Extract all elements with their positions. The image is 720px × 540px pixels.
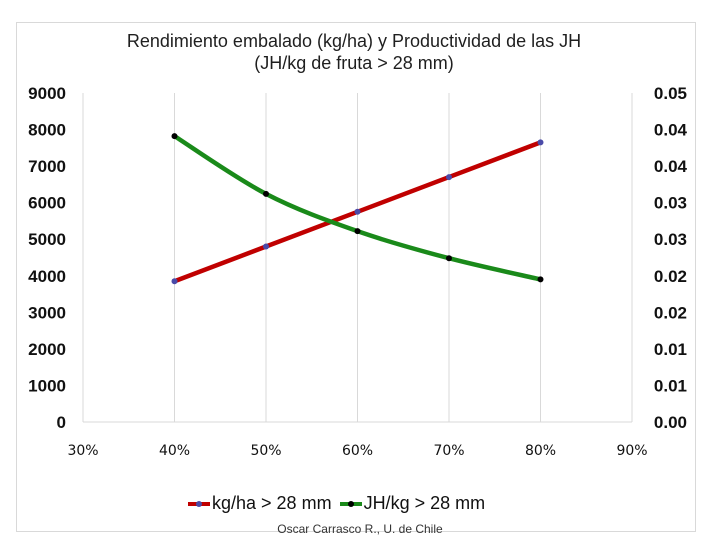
data-point-jh-kg (446, 255, 452, 262)
y-left-tick-label: 2000 (28, 340, 66, 359)
y-right-tick-label: 0.04 (654, 157, 688, 176)
y-left-tick-label: 6000 (28, 194, 66, 213)
y-left-tick-label: 9000 (28, 84, 66, 103)
x-tick-label: 40% (159, 443, 190, 459)
legend-item-jh-kg: JH/kg > 28 mm (339, 493, 486, 514)
chart-frame (16, 22, 696, 532)
y-left-tick-label: 4000 (28, 267, 66, 286)
data-point-kg-ha (354, 208, 361, 215)
legend-swatch-kg-ha (188, 497, 210, 511)
legend-label-kg-ha: kg/ha > 28 mm (212, 493, 332, 513)
y-left-tick-label: 3000 (28, 303, 66, 322)
y-right-tick-label: 0.02 (654, 303, 687, 322)
data-point-kg-ha (537, 139, 544, 146)
credit-text: Oscar Carrasco R., U. de Chile (277, 522, 443, 536)
legend: kg/ha > 28 mm JH/kg > 28 mm (188, 493, 493, 514)
x-tick-label: 50% (250, 443, 281, 459)
chart-title-line1: Rendimiento embalado (kg/ha) y Productiv… (126, 31, 582, 51)
chart-title: Rendimiento embalado (kg/ha) y Productiv… (0, 30, 708, 74)
y-right-tick-label: 0.03 (654, 230, 687, 249)
y-right-tick-label: 0.03 (654, 194, 687, 213)
data-point-jh-kg (537, 276, 544, 283)
data-point-kg-ha (171, 278, 178, 285)
y-right-tick-label: 0.02 (654, 267, 687, 286)
y-right-tick-label: 0.05 (654, 84, 687, 103)
data-point-jh-kg (263, 190, 269, 197)
x-tick-label: 70% (433, 443, 464, 459)
y-left-tick-label: 8000 (28, 121, 66, 140)
y-left-tick-label: 7000 (28, 157, 66, 176)
legend-swatch-jh-kg (339, 497, 362, 511)
data-point-kg-ha (263, 243, 269, 250)
y-right-tick-label: 0.00 (654, 413, 687, 432)
y-left-tick-label: 5000 (28, 230, 66, 249)
data-point-jh-kg (354, 228, 361, 235)
legend-label-jh-kg: JH/kg > 28 mm (363, 493, 486, 513)
data-point-jh-kg (171, 133, 178, 140)
legend-item-kg-ha: kg/ha > 28 mm (188, 493, 332, 514)
y-left-tick-label: 0 (57, 413, 66, 432)
x-tick-label: 60% (342, 443, 373, 459)
y-right-tick-label: 0.01 (654, 376, 687, 395)
chart-subtitle: (JH/kg de fruta > 28 mm) (254, 53, 454, 73)
y-right-tick-label: 0.04 (654, 121, 688, 140)
x-tick-label: 30% (67, 443, 98, 459)
data-point-kg-ha (446, 174, 452, 181)
x-tick-label: 80% (525, 443, 556, 459)
y-right-tick-label: 0.01 (654, 340, 687, 359)
x-tick-label: 90% (616, 443, 647, 459)
y-left-tick-label: 1000 (28, 376, 66, 395)
